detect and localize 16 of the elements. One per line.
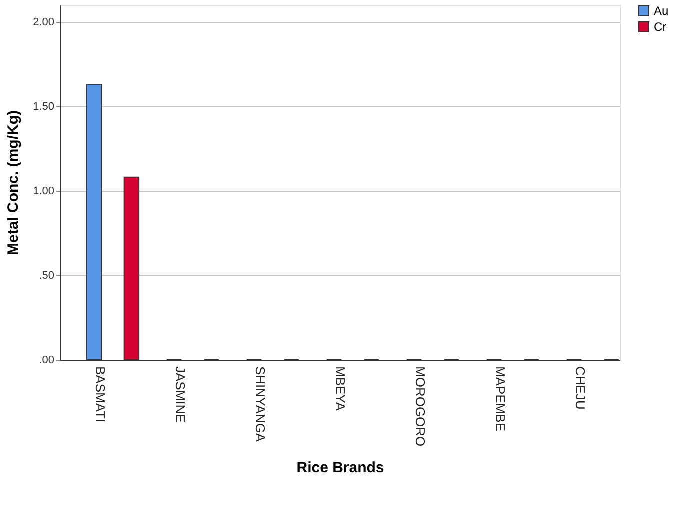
y-axis-title: Metal Conc. (mg/Kg) <box>5 110 22 256</box>
x-axis-title: Rice Brands <box>296 460 384 477</box>
y-tick-label: 2.00 <box>33 16 54 28</box>
x-tick-label: MAPEMBE <box>493 366 508 432</box>
y-tick-label: .00 <box>39 354 54 366</box>
x-tick-label: CHEJU <box>573 366 588 410</box>
y-tick-label: 1.50 <box>33 100 54 113</box>
x-tick-label: BASMATI <box>93 366 108 423</box>
legend-label: Cr <box>654 20 667 34</box>
y-tick-label: .50 <box>39 270 54 282</box>
x-tick-label: MOROGORO <box>413 366 428 447</box>
x-tick-label: MBEYA <box>333 366 348 412</box>
x-tick-label: JASMINE <box>173 366 188 424</box>
legend-label: Au <box>654 4 669 18</box>
y-tick-label: 1.00 <box>33 185 54 198</box>
x-tick-label: SHINYANGA <box>253 366 268 442</box>
